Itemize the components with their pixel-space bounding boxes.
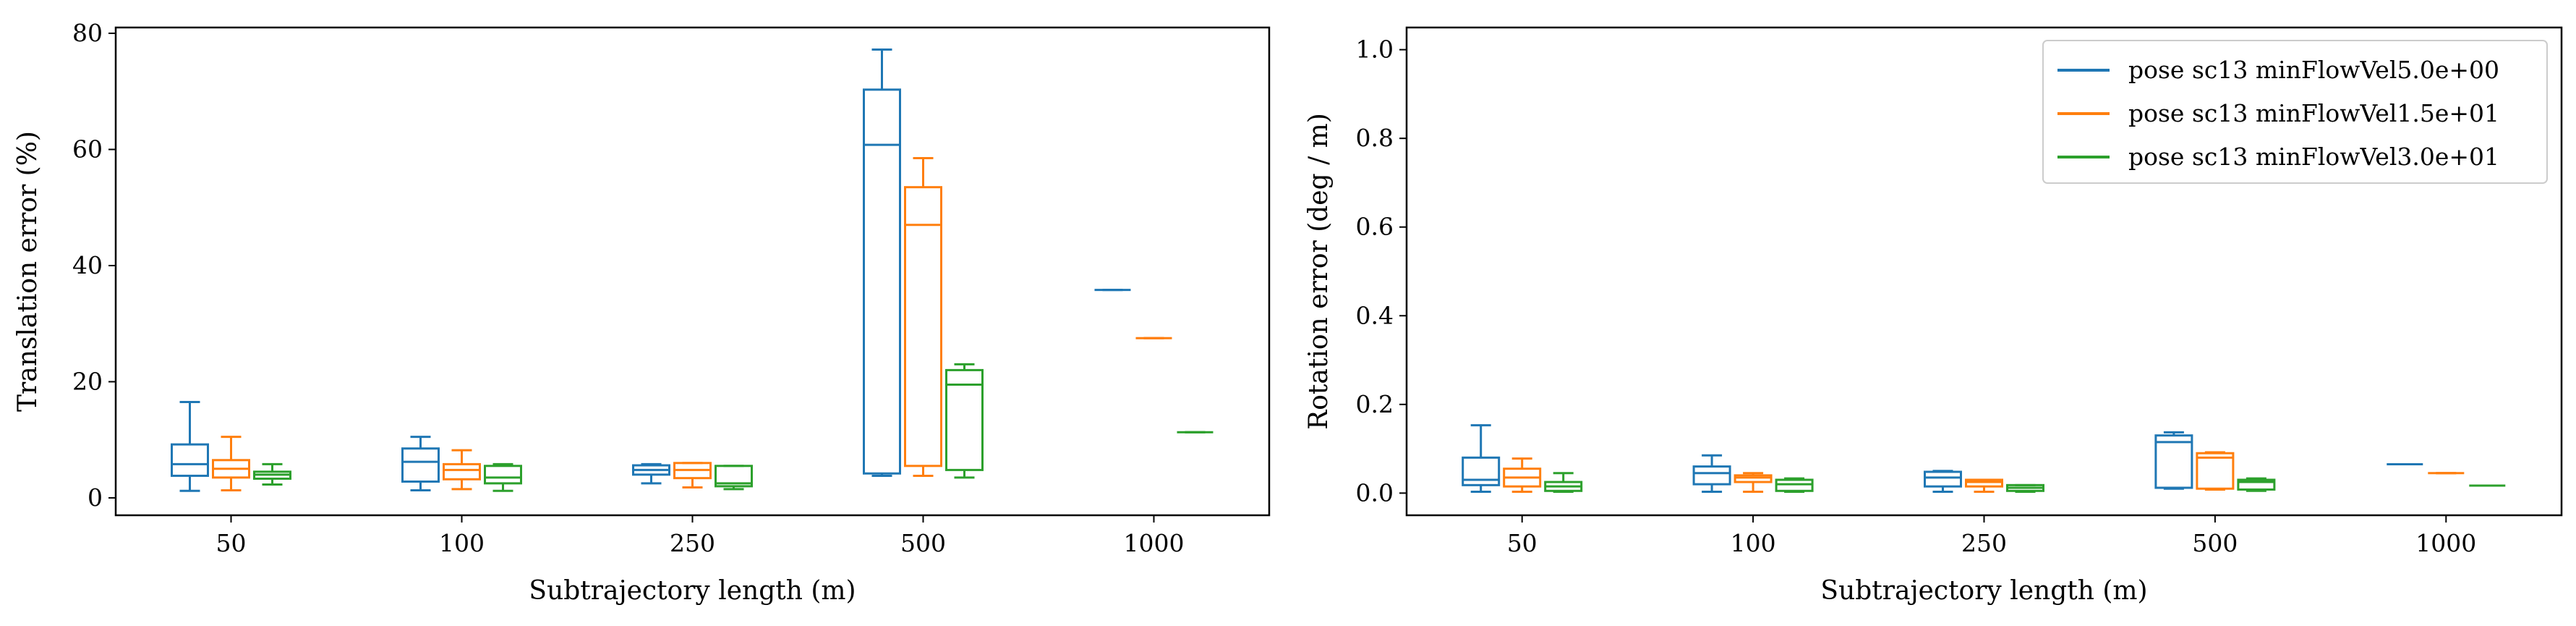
box-2-500	[904, 157, 942, 477]
rotation-error-panel: 50 100 250 500 1000 0.0 0.2 0.4 0.6 0.8 1.0 Subtraj…	[1304, 26, 2563, 606]
iqr-box	[1733, 474, 1773, 483]
box-3-500	[2237, 477, 2276, 492]
x-tick-label: 100	[439, 529, 485, 557]
legend-label: pose sc13 minFlowVel3.0e+01	[2128, 143, 2499, 171]
y-axis-label: Translation error (%)	[13, 131, 43, 412]
box-1-500	[863, 48, 901, 477]
box-2-50	[1503, 457, 1542, 494]
y-tick-label: 40	[72, 251, 103, 279]
y-tick-label: 1.0	[1356, 35, 1394, 64]
translation-error-panel: 50 100 250 500 1000 0 20 40 60 80 Subtrajectory le…	[13, 19, 1271, 606]
x-tick-label: 1000	[1124, 529, 1185, 557]
axes-frame	[114, 26, 1271, 517]
iqr-box	[2154, 434, 2193, 489]
iqr-box	[1924, 470, 1962, 488]
box-2-100	[1733, 472, 1773, 494]
iqr-box	[2237, 478, 2276, 491]
legend-frame	[2042, 40, 2548, 184]
box-1-250	[1924, 470, 1962, 494]
box-1-50	[1462, 424, 1501, 494]
y-tick-label: 0	[88, 483, 103, 512]
box-3-50	[1544, 472, 1583, 494]
x-tick-label: 1000	[2415, 529, 2476, 557]
box-2-500	[2196, 451, 2235, 491]
legend-label: pose sc13 minFlowVel1.5e+01	[2128, 99, 2499, 127]
box-1-500	[2154, 431, 2193, 490]
y-tick-label: 0.0	[1356, 478, 1394, 507]
iqr-box	[1692, 465, 1731, 486]
x-tick-label: 100	[1731, 529, 1776, 557]
box-2-50	[212, 436, 250, 491]
iqr-box	[171, 443, 209, 477]
y-tick-label: 80	[72, 19, 103, 47]
iqr-box	[484, 465, 522, 485]
legend: pose sc13 minFlowVel5.0e+00 pose sc13 min…	[2042, 40, 2548, 184]
iqr-box	[1965, 478, 2003, 488]
x-tick-label: 50	[216, 529, 247, 557]
iqr-box	[863, 88, 901, 475]
box-3-100	[1775, 477, 1814, 494]
x-tick-label: 250	[1961, 529, 2007, 557]
x-tick-label: 250	[670, 529, 715, 557]
iqr-box	[443, 462, 481, 481]
box-2-100	[443, 449, 481, 491]
box-2-250	[1965, 478, 2003, 494]
y-tick-label: 0.2	[1356, 390, 1394, 418]
y-tick-label: 0.6	[1356, 213, 1394, 241]
y-tick-label: 20	[72, 367, 103, 395]
box-2-250	[673, 462, 712, 488]
box-3-250	[715, 465, 753, 491]
legend-label: pose sc13 minFlowVel5.0e+00	[2128, 56, 2499, 84]
y-tick-label: 0.4	[1356, 301, 1394, 329]
x-tick-label: 500	[2192, 529, 2238, 557]
iqr-box	[904, 186, 942, 468]
iqr-box	[715, 465, 753, 488]
box-3-50	[253, 462, 291, 486]
iqr-box	[1775, 478, 1814, 492]
box-1-50	[171, 401, 209, 492]
y-axis-label: Rotation error (deg / m)	[1304, 113, 1334, 430]
iqr-box	[945, 368, 984, 471]
x-axis-label: Subtrajectory length (m)	[1820, 576, 2147, 606]
iqr-box	[2196, 452, 2235, 490]
iqr-box	[1462, 456, 1501, 486]
box-3-250	[2006, 483, 2044, 494]
box-1-100	[1692, 454, 1731, 494]
box-3-100	[484, 462, 522, 492]
box-3-500	[945, 363, 984, 479]
iqr-box	[401, 447, 440, 483]
box-1-100	[401, 436, 440, 491]
box-1-250	[632, 462, 670, 485]
x-axis-label: Subtrajectory length (m)	[529, 576, 856, 606]
x-tick-label: 50	[1507, 529, 1538, 557]
y-tick-label: 60	[72, 135, 103, 164]
x-tick-label: 500	[900, 529, 946, 557]
y-tick-label: 0.8	[1356, 124, 1394, 152]
